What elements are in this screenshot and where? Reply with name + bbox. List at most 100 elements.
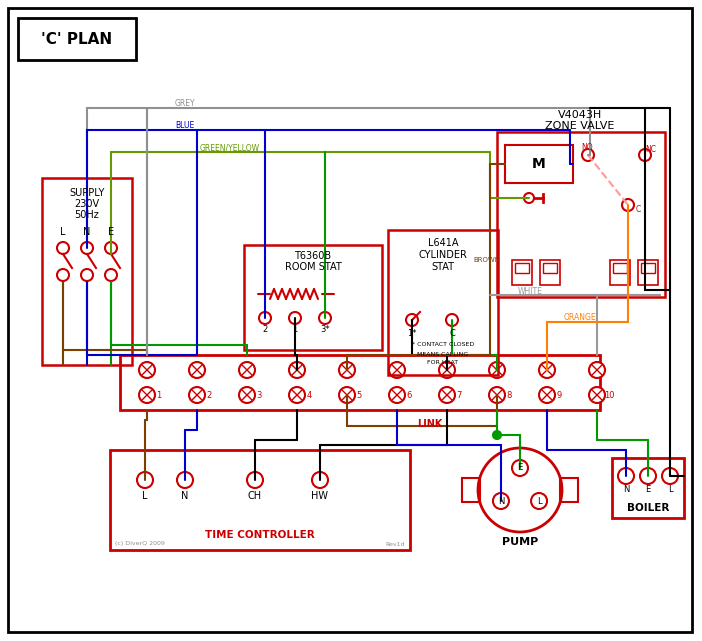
Bar <box>515 263 529 273</box>
Text: BOILER: BOILER <box>627 503 669 513</box>
Text: HW: HW <box>312 491 329 501</box>
Circle shape <box>389 362 405 378</box>
Text: V4043H: V4043H <box>558 110 602 120</box>
Circle shape <box>105 242 117 254</box>
Text: N: N <box>84 227 91 237</box>
Text: BLUE: BLUE <box>176 122 194 131</box>
Circle shape <box>589 387 605 403</box>
Text: FOR HEAT: FOR HEAT <box>428 360 458 365</box>
Text: N: N <box>623 485 629 494</box>
Text: L: L <box>143 491 147 501</box>
Circle shape <box>289 362 305 378</box>
Bar <box>612 458 684 518</box>
Circle shape <box>662 468 678 484</box>
Circle shape <box>177 472 193 488</box>
Text: L641A: L641A <box>428 238 458 248</box>
Circle shape <box>389 387 405 403</box>
Text: 8: 8 <box>506 390 512 399</box>
Circle shape <box>57 269 69 281</box>
Bar <box>388 230 498 375</box>
Text: 6: 6 <box>406 390 411 399</box>
Circle shape <box>81 242 93 254</box>
Circle shape <box>259 312 271 324</box>
Text: E: E <box>517 463 522 472</box>
Circle shape <box>239 362 255 378</box>
Circle shape <box>105 269 117 281</box>
Text: L: L <box>668 485 673 494</box>
Text: N: N <box>181 491 189 501</box>
Circle shape <box>493 431 501 439</box>
Text: ORANGE: ORANGE <box>564 313 596 322</box>
Circle shape <box>512 460 528 476</box>
Circle shape <box>139 362 155 378</box>
Circle shape <box>539 362 555 378</box>
Bar <box>613 263 627 273</box>
Text: STAT: STAT <box>432 262 454 272</box>
Circle shape <box>189 362 205 378</box>
Circle shape <box>137 472 153 488</box>
Circle shape <box>589 362 605 378</box>
Circle shape <box>406 314 418 326</box>
Bar <box>641 263 655 273</box>
Text: L: L <box>537 497 541 506</box>
Circle shape <box>478 448 562 532</box>
Text: 3*: 3* <box>320 326 330 335</box>
Text: 2: 2 <box>263 326 267 335</box>
Text: T6360B: T6360B <box>294 251 331 261</box>
Text: E: E <box>645 485 651 494</box>
Circle shape <box>247 472 263 488</box>
Text: BROWN: BROWN <box>474 257 501 263</box>
Bar <box>610 260 630 285</box>
Text: E: E <box>108 227 114 237</box>
Text: CH: CH <box>248 491 262 501</box>
Text: N: N <box>498 497 504 506</box>
Text: ZONE VALVE: ZONE VALVE <box>545 121 615 131</box>
Circle shape <box>489 387 505 403</box>
Bar <box>120 355 600 410</box>
Text: 9: 9 <box>557 390 562 399</box>
Circle shape <box>289 387 305 403</box>
Circle shape <box>493 493 509 509</box>
Text: L: L <box>60 227 66 237</box>
Circle shape <box>139 387 155 403</box>
Bar <box>560 478 578 502</box>
Text: 50Hz: 50Hz <box>74 210 100 220</box>
Text: SUPPLY: SUPPLY <box>69 188 105 198</box>
Text: 10: 10 <box>604 390 614 399</box>
Bar <box>110 450 410 550</box>
Text: 1: 1 <box>157 390 161 399</box>
Circle shape <box>81 269 93 281</box>
Bar <box>512 260 532 285</box>
Circle shape <box>57 242 69 254</box>
Text: 3: 3 <box>256 390 262 399</box>
Circle shape <box>289 312 301 324</box>
Text: 230V: 230V <box>74 199 100 209</box>
Circle shape <box>312 472 328 488</box>
Circle shape <box>640 468 656 484</box>
Circle shape <box>339 362 355 378</box>
Bar <box>497 132 665 297</box>
Circle shape <box>489 362 505 378</box>
Circle shape <box>524 193 534 203</box>
Bar <box>505 145 573 183</box>
Circle shape <box>339 387 355 403</box>
Text: ROOM STAT: ROOM STAT <box>284 262 341 272</box>
Text: PUMP: PUMP <box>502 537 538 547</box>
Text: C: C <box>449 328 455 338</box>
Text: 4: 4 <box>306 390 312 399</box>
Circle shape <box>618 468 634 484</box>
Text: * CONTACT CLOSED: * CONTACT CLOSED <box>412 342 474 347</box>
Text: (c) DiverQ 2009: (c) DiverQ 2009 <box>115 542 165 547</box>
Text: 2: 2 <box>206 390 211 399</box>
Text: 'C' PLAN: 'C' PLAN <box>41 31 112 47</box>
Circle shape <box>639 149 651 161</box>
Circle shape <box>319 312 331 324</box>
Circle shape <box>531 493 547 509</box>
Text: NO: NO <box>581 142 592 151</box>
Circle shape <box>189 387 205 403</box>
Circle shape <box>239 387 255 403</box>
Text: 5: 5 <box>357 390 362 399</box>
Text: GREY: GREY <box>175 99 195 108</box>
Bar <box>540 260 560 285</box>
Circle shape <box>446 314 458 326</box>
